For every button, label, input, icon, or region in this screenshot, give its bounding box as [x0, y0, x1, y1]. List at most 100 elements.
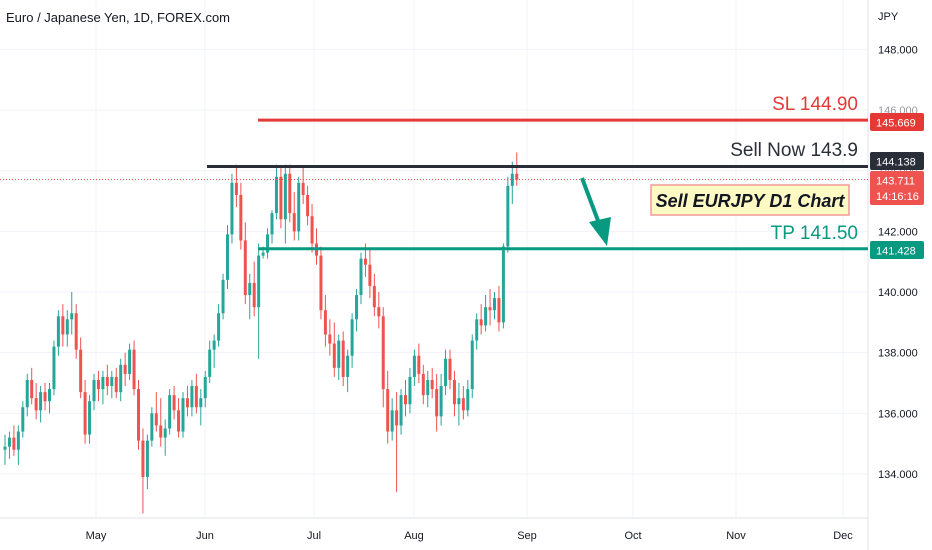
candle — [444, 349, 448, 396]
candle — [386, 370, 390, 444]
candle — [301, 167, 305, 205]
candle — [168, 389, 172, 435]
chart-grid — [0, 0, 868, 518]
candle — [96, 370, 100, 402]
candle-body — [177, 410, 181, 432]
candles — [3, 152, 519, 514]
candle — [3, 434, 7, 465]
candle — [25, 373, 29, 417]
price-axis-unit: JPY — [878, 11, 899, 23]
candle-body — [159, 425, 163, 438]
candle — [123, 352, 127, 387]
candle — [461, 386, 465, 420]
candle-body — [279, 176, 283, 220]
candle — [279, 167, 283, 229]
candle-body — [150, 413, 154, 441]
candle — [319, 246, 323, 320]
sell-now-label: Sell Now 143.9 — [730, 140, 858, 161]
candle-body — [359, 258, 363, 296]
candle-body — [239, 194, 243, 241]
candle-body — [217, 313, 221, 341]
candle — [7, 431, 11, 459]
candle-body — [484, 307, 488, 326]
candle — [110, 370, 114, 399]
candle — [323, 295, 327, 347]
candle — [43, 383, 47, 411]
candle-body — [439, 386, 443, 417]
candle — [185, 386, 189, 417]
candle — [177, 398, 181, 438]
candle — [457, 383, 461, 426]
candle-body — [234, 182, 238, 195]
candle-body — [368, 264, 372, 286]
candle — [306, 185, 310, 226]
candle — [288, 164, 292, 223]
candle-body — [426, 379, 430, 396]
candle-body — [301, 182, 305, 195]
candle-body — [493, 298, 496, 311]
candle-body — [475, 319, 479, 341]
candle — [448, 349, 452, 390]
candle — [501, 243, 505, 329]
candle — [510, 161, 514, 205]
candle-body — [292, 213, 296, 232]
candle-body — [395, 410, 399, 426]
candle-body — [323, 310, 327, 335]
candle — [61, 304, 65, 347]
candle-body — [510, 173, 514, 186]
candle-body — [221, 279, 225, 314]
candle — [488, 288, 492, 326]
candle — [101, 370, 105, 405]
candle-body — [65, 319, 69, 335]
candle — [332, 322, 336, 377]
time-tick-label: Jul — [307, 530, 321, 542]
time-tick-label: Nov — [726, 530, 746, 542]
candle — [274, 164, 278, 220]
chart-note-box[interactable]: Sell EURJPY D1 Chart — [650, 184, 850, 216]
candle-body — [288, 173, 292, 214]
candle — [119, 358, 123, 402]
candle — [435, 373, 439, 432]
candle-body — [350, 319, 354, 356]
candle — [65, 310, 69, 347]
candle-body — [372, 285, 376, 308]
price-axis[interactable]: 148.000 142.000 140.000 138.000 136.000 134.0… — [878, 44, 918, 481]
candle — [328, 319, 332, 356]
candle — [355, 288, 359, 332]
candle-body — [154, 413, 158, 426]
candle — [359, 252, 363, 305]
candle — [230, 173, 234, 244]
candle-body — [444, 358, 448, 387]
candle — [439, 373, 443, 426]
candle-body — [452, 379, 456, 405]
candle — [163, 419, 167, 456]
candle-body — [141, 440, 145, 478]
time-tick-label: Sep — [517, 530, 537, 542]
candle — [12, 425, 16, 456]
take-profit-label: TP 141.50 — [771, 223, 858, 244]
candle — [221, 273, 225, 320]
candle-body — [92, 379, 96, 402]
candle-body — [252, 282, 256, 308]
candle — [239, 182, 243, 250]
candle-body — [461, 398, 465, 411]
candle-body — [328, 334, 332, 344]
candle-body — [194, 386, 198, 408]
candle — [154, 392, 158, 432]
candle — [199, 389, 203, 426]
candle-body — [128, 349, 132, 374]
candle-body — [297, 182, 301, 232]
candle — [203, 370, 207, 408]
candle — [181, 392, 185, 438]
candle-body — [119, 364, 123, 393]
candle — [452, 370, 456, 417]
candle — [466, 379, 470, 417]
candle-body — [70, 313, 74, 320]
candle — [39, 386, 43, 423]
candle-body — [466, 389, 470, 411]
candle-body — [199, 398, 203, 408]
bar-countdown: 14:16:16 — [876, 191, 919, 203]
candle-body — [470, 340, 474, 390]
time-axis[interactable]: May Jun Jul Aug Sep Oct Nov Dec — [86, 530, 854, 542]
